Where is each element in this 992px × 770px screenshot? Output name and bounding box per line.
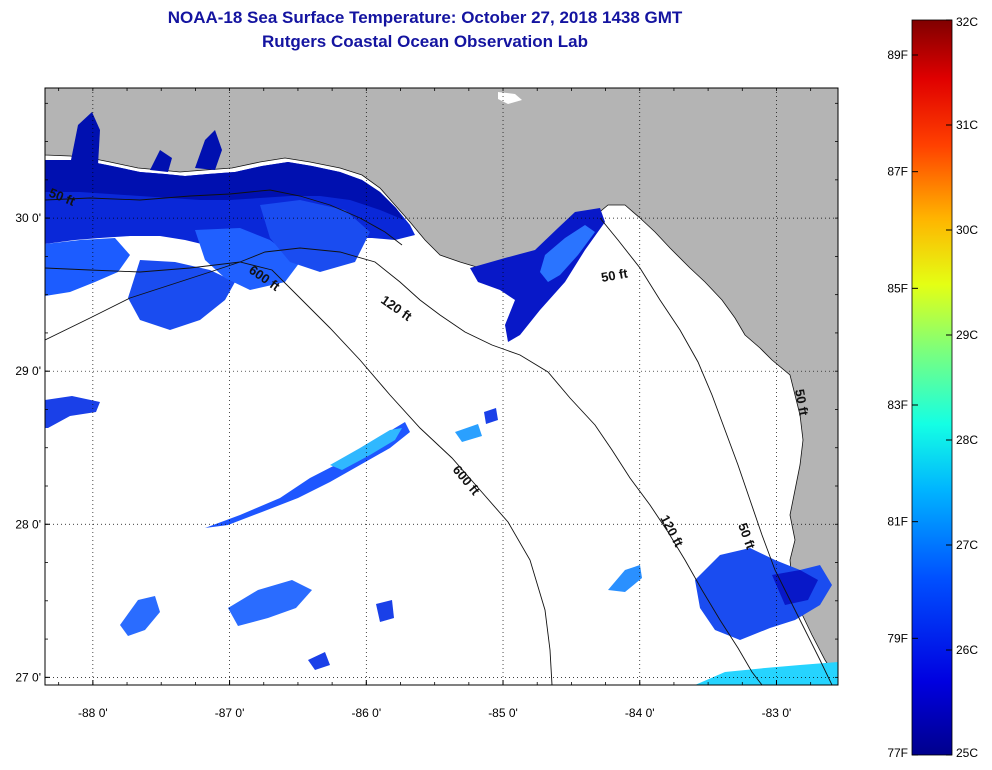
colorbar-f-label: 87F [887,165,908,179]
colorbar-ticks: 32C 31C 30C 29C 28C 27C 26C 25C 89F 87F 85F 83F 81F 7… [887,15,978,760]
lon-tick-label: -85 0' [488,706,518,720]
colorbar-c-label: 25C [956,746,978,760]
colorbar-c-label: 32C [956,15,978,29]
sst-patches [45,112,838,685]
sst-coastal-dark [45,160,404,220]
sst-sw-patch-1 [120,596,160,636]
lat-tick-label: 29 0' [15,364,41,378]
sst-bay-2 [150,150,172,172]
colorbar-c-label: 31C [956,118,978,132]
colorbar-c-label: 29C [956,328,978,342]
sst-west-patch-1 [45,238,130,296]
colorbar-c-label: 30C [956,223,978,237]
sst-patch-small-2 [484,408,498,424]
map-frame [44,87,839,686]
lat-tick-label: 28 0' [15,517,41,531]
land-mass [45,88,838,681]
colorbar-f-label: 89F [887,48,908,62]
lon-tick-label: -87 0' [215,706,245,720]
colorbar [911,19,953,756]
sst-big-bend-light [540,225,595,282]
sst-east-patch-1 [608,565,642,592]
lon-tick-label: -84 0' [625,706,655,720]
sst-bay-3 [195,130,222,170]
colorbar-c-label: 28C [956,433,978,447]
sst-east-patch-cyan [695,662,838,685]
sst-patch-small-1 [455,424,482,442]
colorbar-f-label: 83F [887,398,908,412]
contour-label: 50 ft [600,265,630,285]
map-title: NOAA-18 Sea Surface Temperature: October… [167,8,683,27]
contour-label: 50 ft [792,388,812,418]
sst-west-patch-4 [260,200,370,272]
contour-120ft [45,247,763,685]
lon-tick-label: -88 0' [78,706,108,720]
contour-50ft-east [599,217,833,685]
colorbar-c-label: 26C [956,643,978,657]
contour-600ft [45,261,553,685]
depth-contours [45,189,833,685]
colorbar-c-label: 27C [956,538,978,552]
map-ticks: -88 0' -87 0' -86 0' -85 0' -84 0' -83 0' 30 0… [15,88,838,720]
graticule [45,88,838,685]
sst-east-patch-3 [772,570,818,605]
sst-sw-patch-3 [376,600,394,622]
sst-sw-patch-4 [308,652,330,670]
sst-west-patch-5 [45,396,100,428]
colorbar-f-label: 85F [887,281,908,295]
map-subtitle: Rutgers Coastal Ocean Observation Lab [262,32,588,51]
colorbar-f-label: 79F [887,631,908,645]
sst-sw-patch-2 [228,580,312,626]
colorbar-f-label: 77F [887,746,908,760]
lon-tick-label: -83 0' [762,706,792,720]
lat-tick-label: 27 0' [15,670,41,684]
map-area: 50 ft 600 ft 120 ft 50 ft 600 ft 120 ft … [45,88,838,685]
sst-bay-1 [70,112,100,165]
colorbar-f-label: 81F [887,515,908,529]
contour-50ft-west [45,189,403,246]
lat-tick-label: 30 0' [15,211,41,225]
lon-tick-label: -86 0' [351,706,381,720]
sst-west-patch-2 [128,260,235,330]
inland-lake [498,92,522,104]
